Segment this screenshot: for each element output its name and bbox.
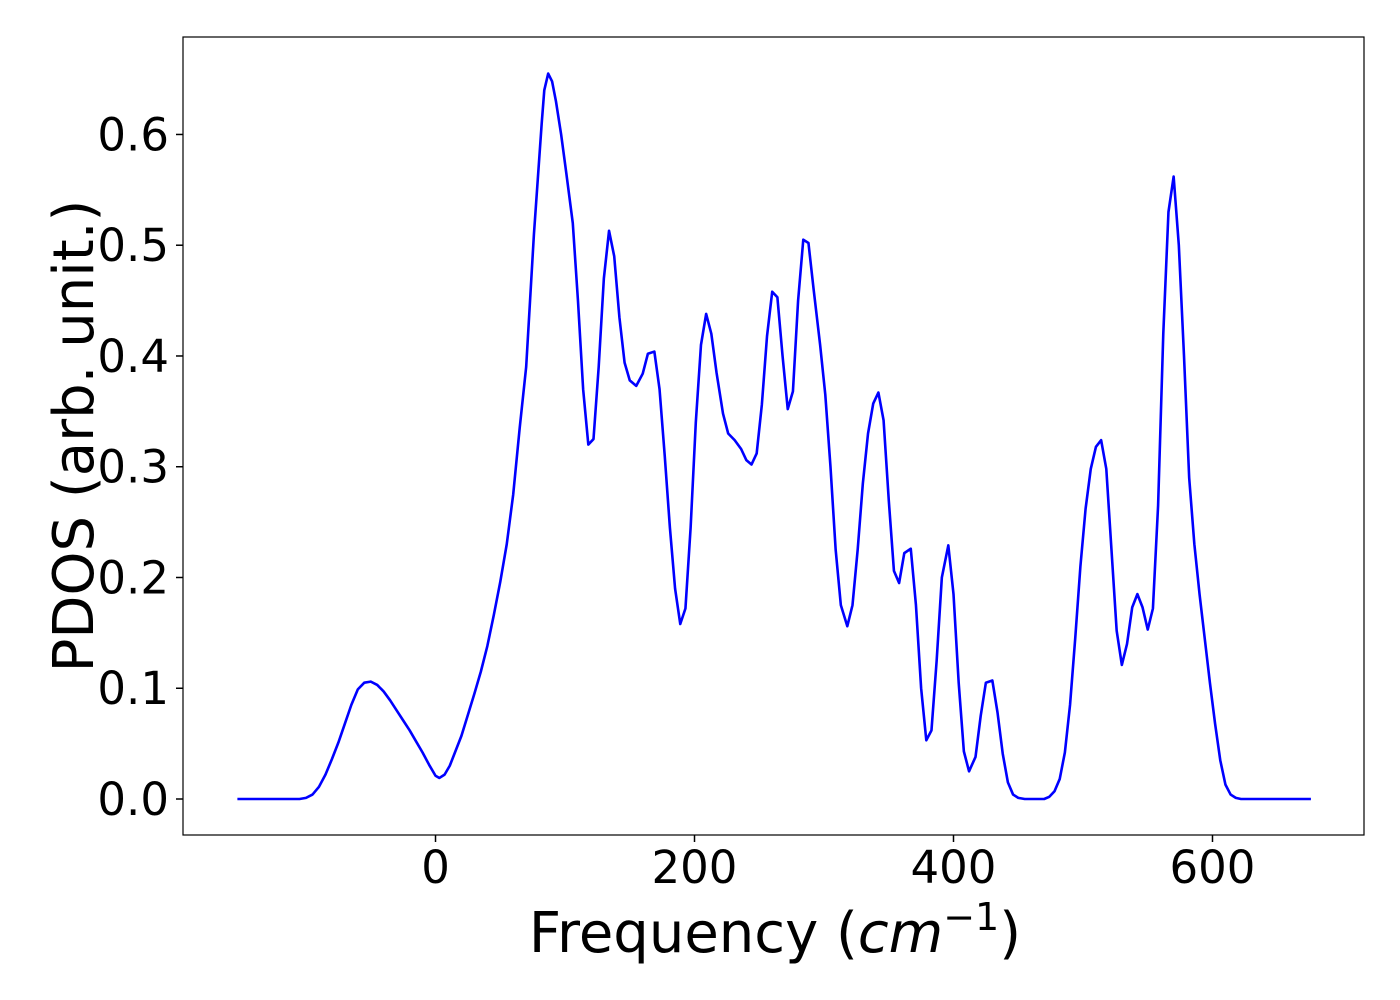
x-label-unit: cm [858, 901, 943, 966]
y-tick-label: 0.6 [97, 108, 169, 161]
y-axis-label: PDOS (arb. unit.) [42, 200, 107, 673]
y-tick-label: 0.0 [97, 773, 169, 826]
y-tick-label: 0.5 [97, 219, 169, 272]
y-tick-label: 0.2 [97, 551, 169, 604]
x-tick-label: 600 [1170, 841, 1256, 894]
y-tick-label: 0.4 [97, 330, 169, 383]
x-tick-label: 200 [652, 841, 738, 894]
x-label-text: Frequency ( [529, 901, 858, 966]
y-tick-label: 0.1 [97, 662, 169, 715]
line-series [237, 72, 1311, 801]
x-tick-label: 0 [421, 841, 450, 894]
x-label-end: ) [999, 901, 1021, 966]
x-label-exponent: −1 [943, 895, 999, 939]
x-tick-label: 400 [911, 841, 997, 894]
plot-frame [182, 36, 1365, 836]
y-tick-label: 0.3 [97, 441, 169, 494]
x-axis-label: Frequency (cm−1) [529, 895, 1021, 966]
